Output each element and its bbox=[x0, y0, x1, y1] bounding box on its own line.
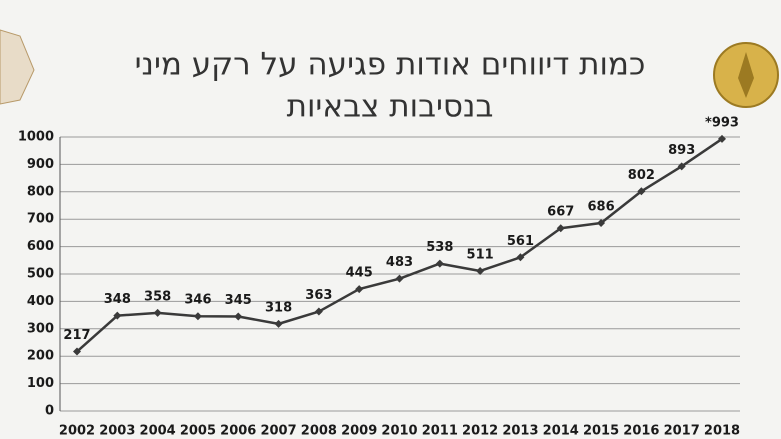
point bbox=[677, 162, 686, 171]
y-tick-label: 900 bbox=[27, 157, 54, 172]
data-label: 345 bbox=[225, 293, 252, 308]
data-label: 348 bbox=[104, 292, 131, 307]
data-label: 802 bbox=[628, 168, 655, 183]
y-tick-label: 700 bbox=[27, 212, 54, 227]
data-label: 686 bbox=[587, 200, 614, 215]
x-tick-label: 2016 bbox=[623, 424, 659, 439]
x-tick-label: 2013 bbox=[502, 424, 538, 439]
data-label: 358 bbox=[144, 289, 171, 304]
chart-title: בנסיבות צבאיות bbox=[287, 89, 494, 125]
point bbox=[637, 187, 646, 196]
data-label: *993 bbox=[705, 115, 739, 130]
point bbox=[476, 266, 485, 275]
y-tick-label: 100 bbox=[27, 376, 54, 391]
point bbox=[516, 253, 525, 262]
y-tick-label: 500 bbox=[27, 267, 54, 282]
data-label: 346 bbox=[184, 293, 211, 308]
x-tick-label: 2006 bbox=[220, 424, 256, 439]
y-tick-label: 400 bbox=[27, 294, 54, 309]
x-tick-label: 2003 bbox=[99, 424, 135, 439]
x-tick-label: 2015 bbox=[583, 424, 619, 439]
data-label: 667 bbox=[547, 205, 574, 220]
y-tick-label: 1000 bbox=[18, 130, 54, 145]
y-tick-label: 800 bbox=[27, 184, 54, 199]
x-tick-label: 2012 bbox=[462, 424, 498, 439]
point bbox=[597, 219, 606, 228]
x-tick-label: 2008 bbox=[301, 424, 337, 439]
data-label: 511 bbox=[467, 247, 494, 262]
data-label: 217 bbox=[63, 328, 90, 343]
data-label: 318 bbox=[265, 300, 292, 315]
data-label: 561 bbox=[507, 234, 534, 249]
x-tick-label: 2007 bbox=[260, 424, 296, 439]
data-label: 893 bbox=[668, 143, 695, 158]
data-label: 483 bbox=[386, 255, 413, 270]
point bbox=[193, 312, 202, 321]
y-tick-label: 200 bbox=[27, 349, 54, 364]
logo-right bbox=[713, 42, 779, 108]
x-tick-label: 2011 bbox=[422, 424, 458, 439]
data-label: 445 bbox=[346, 266, 373, 281]
chart-title: כמות דיווחים אודות פגיעה על רקע מיני bbox=[135, 47, 646, 83]
point bbox=[395, 274, 404, 283]
x-tick-label: 2005 bbox=[180, 424, 216, 439]
point bbox=[556, 224, 565, 233]
x-tick-label: 2009 bbox=[341, 424, 377, 439]
x-tick-label: 2004 bbox=[140, 424, 176, 439]
point bbox=[435, 259, 444, 268]
x-tick-label: 2018 bbox=[704, 424, 740, 439]
y-tick-label: 600 bbox=[27, 239, 54, 254]
x-tick-label: 2002 bbox=[59, 424, 95, 439]
logo-left bbox=[0, 29, 35, 105]
point bbox=[718, 134, 726, 143]
point bbox=[355, 285, 364, 294]
point bbox=[113, 311, 122, 320]
point bbox=[234, 312, 243, 321]
point bbox=[314, 307, 323, 316]
data-label: 538 bbox=[426, 240, 453, 255]
point bbox=[274, 319, 283, 328]
y-tick-label: 0 bbox=[45, 404, 54, 419]
data-label: 363 bbox=[305, 288, 332, 303]
x-tick-label: 2010 bbox=[381, 424, 417, 439]
x-tick-label: 2017 bbox=[664, 424, 700, 439]
x-tick-label: 2014 bbox=[543, 424, 579, 439]
point bbox=[73, 347, 81, 356]
point bbox=[153, 308, 162, 317]
y-tick-label: 300 bbox=[27, 321, 54, 336]
